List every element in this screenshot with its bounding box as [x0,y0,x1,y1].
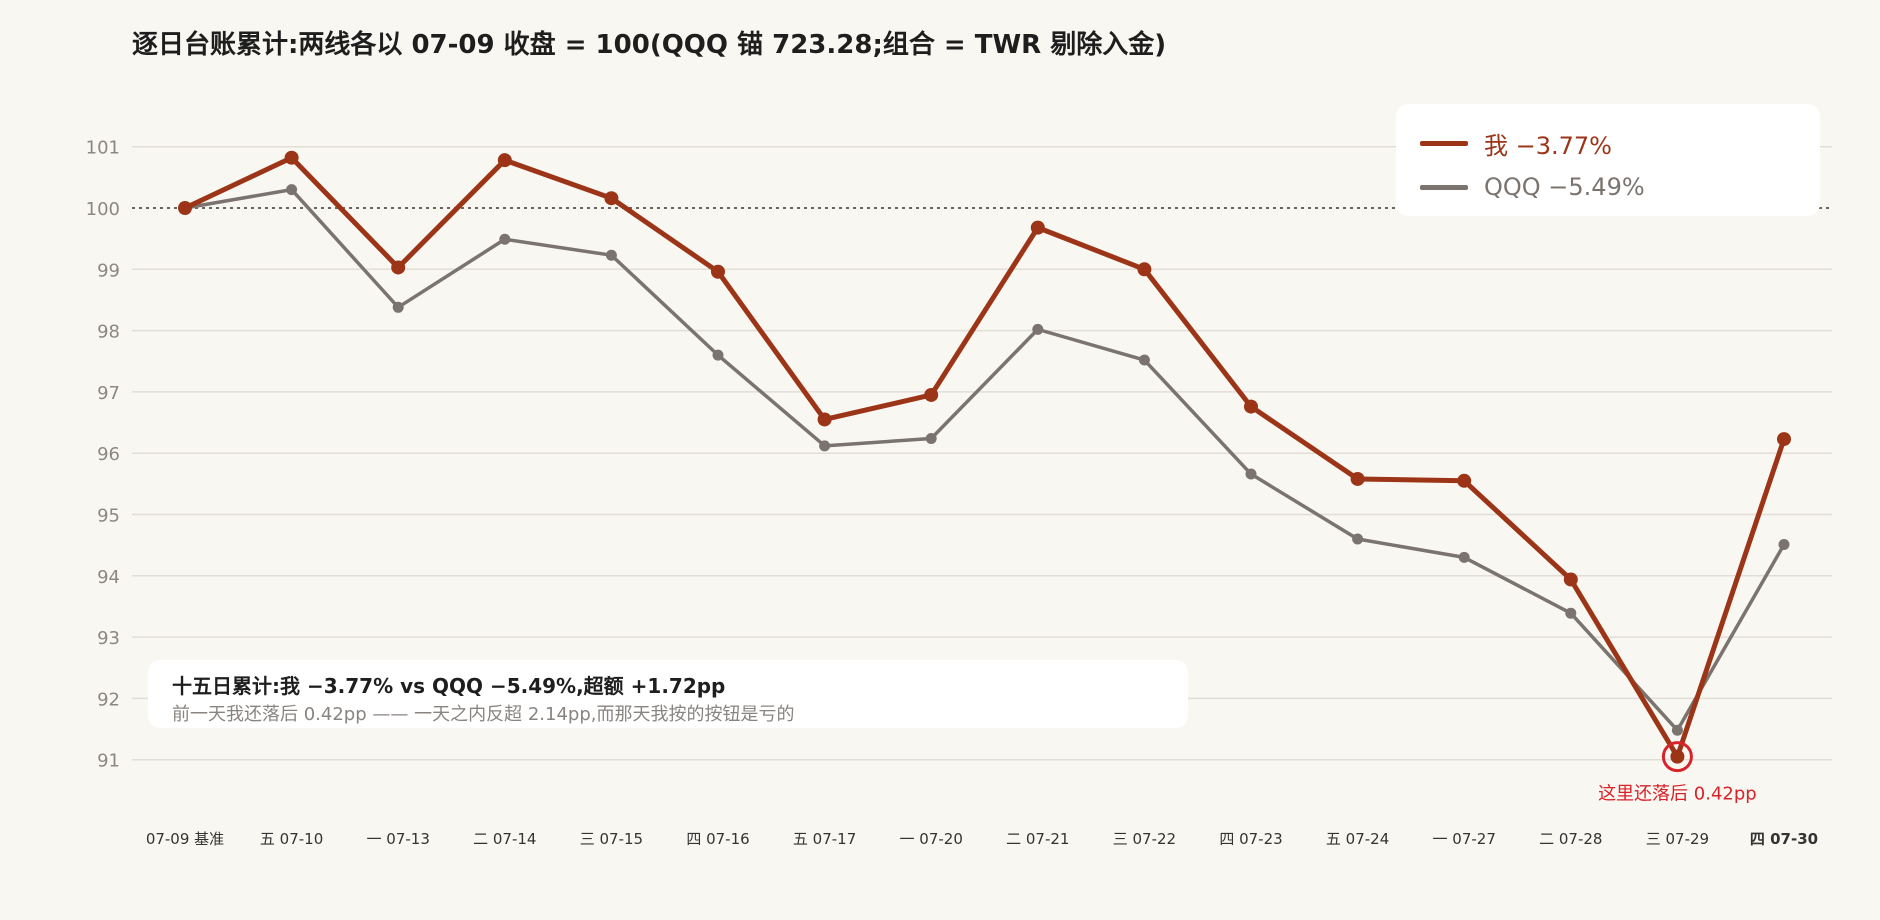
summary-box: 十五日累计:我 −3.77% vs QQQ −5.49%,超额 +1.72pp … [148,660,1188,728]
legend-swatch-me [1420,140,1468,146]
x-tick-label: 四 07-30 [1750,830,1818,848]
annotation-label: 这里还落后 0.42pp [1598,784,1757,805]
y-axis-ticks: 91 92 93 94 95 96 97 98 99 100 101 [86,138,120,772]
y-tick-label: 96 [97,444,120,465]
series-line-0 [182,155,1787,760]
data-point [497,153,512,168]
data-point [1671,724,1683,736]
data-point [286,184,298,196]
y-tick-label: 95 [97,506,120,527]
series-line-1 [183,187,1786,733]
data-point [1350,471,1365,486]
y-tick-label: 100 [86,199,120,220]
annotation: 这里还落后 0.42pp [1598,741,1757,805]
data-point [499,233,511,245]
data-point [1458,551,1470,563]
x-tick-label: 二 07-21 [1006,830,1069,848]
data-point [392,301,404,313]
x-tick-label: 三 07-29 [1646,830,1709,848]
x-tick-label: 三 07-15 [580,830,643,848]
legend: 我 −3.77% QQQ −5.49% [1396,104,1820,216]
data-point [817,412,832,427]
data-point [1138,354,1150,366]
annotation-ring [1661,741,1693,773]
y-tick-label: 98 [97,322,120,343]
data-point [1245,468,1257,480]
data-point [819,440,831,452]
legend-swatch-qqq [1420,184,1468,190]
x-tick-label: 二 07-28 [1539,830,1602,848]
data-point [604,191,619,206]
x-tick-label: 五 07-10 [260,830,323,848]
legend-item-me: 我 −3.77% [1420,126,1612,160]
legend-label-me: 我 −3.77% [1484,131,1612,160]
chart-title: 逐日台账累计:两线各以 07-09 收盘 = 100(QQQ 锚 723.28;… [132,30,1167,60]
x-tick-label: 一 07-27 [1433,830,1496,848]
data-point [1563,572,1578,587]
data-point [1030,220,1045,235]
series-lines [178,150,1791,764]
data-point [1778,539,1790,551]
data-point [1457,473,1472,488]
x-tick-label: 一 07-20 [900,830,963,848]
data-point [711,264,725,279]
x-axis-ticks: 07-09 基准 五 07-10 一 07-13 二 07-14 三 07-15 四 07… [146,830,1818,848]
x-tick-label: 四 07-23 [1219,830,1282,848]
y-tick-label: 99 [97,260,120,281]
data-point [391,260,406,275]
data-point [178,201,192,215]
x-tick-label: 五 07-24 [1326,830,1389,848]
y-tick-label: 101 [86,138,120,159]
data-point [925,432,937,444]
y-tick-label: 92 [97,689,120,710]
x-tick-label: 一 07-13 [367,830,430,848]
x-tick-label: 五 07-17 [793,830,856,848]
data-point [712,349,724,361]
data-point [605,249,617,261]
data-point [1352,533,1364,545]
data-point [1777,432,1791,447]
data-point [1032,323,1044,335]
data-point [1244,399,1258,414]
data-point [1137,262,1152,277]
data-point [1565,607,1577,619]
y-tick-label: 93 [97,628,120,649]
y-tick-label: 97 [97,383,120,404]
data-point [284,150,299,165]
legend-item-qqq: QQQ −5.49% [1420,170,1645,204]
x-tick-label: 三 07-22 [1113,830,1176,848]
x-tick-label: 二 07-14 [473,830,536,848]
y-tick-label: 91 [97,751,120,772]
summary-headline: 十五日累计:我 −3.77% vs QQQ −5.49%,超额 +1.72pp [172,674,726,698]
data-point [924,387,939,402]
x-tick-label: 四 07-16 [686,830,749,848]
x-tick-label: 07-09 基准 [146,830,224,848]
data-point [1670,749,1685,764]
legend-label-qqq: QQQ −5.49% [1484,173,1645,201]
summary-detail: 前一天我还落后 0.42pp —— 一天之内反超 2.14pp,而那天我按的按钮… [172,704,795,725]
y-tick-label: 94 [97,567,120,588]
